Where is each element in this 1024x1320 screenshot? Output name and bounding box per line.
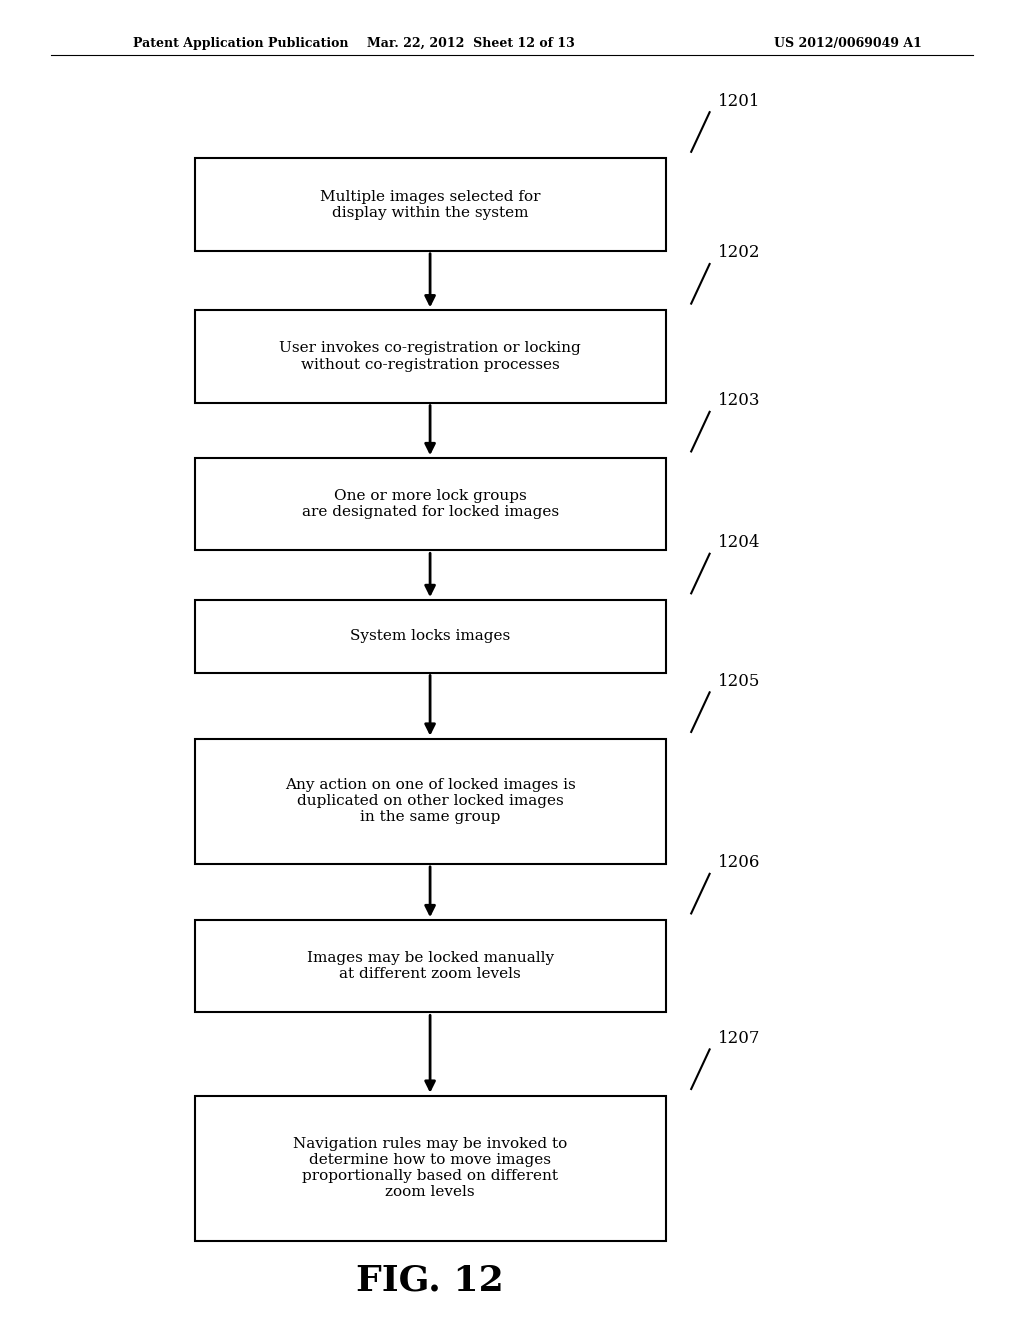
- FancyBboxPatch shape: [195, 739, 666, 863]
- Text: 1202: 1202: [718, 244, 761, 261]
- Text: 1206: 1206: [718, 854, 760, 871]
- FancyBboxPatch shape: [195, 920, 666, 1012]
- FancyBboxPatch shape: [195, 1096, 666, 1241]
- FancyBboxPatch shape: [195, 158, 666, 251]
- Text: 1207: 1207: [718, 1030, 761, 1047]
- Text: US 2012/0069049 A1: US 2012/0069049 A1: [774, 37, 922, 50]
- Text: One or more lock groups
are designated for locked images: One or more lock groups are designated f…: [301, 490, 559, 519]
- Text: 1201: 1201: [718, 92, 761, 110]
- Text: 1203: 1203: [718, 392, 761, 409]
- Text: Any action on one of locked images is
duplicated on other locked images
in the s: Any action on one of locked images is du…: [285, 777, 575, 825]
- Text: Images may be locked manually
at different zoom levels: Images may be locked manually at differe…: [306, 952, 554, 981]
- Text: Multiple images selected for
display within the system: Multiple images selected for display wit…: [319, 190, 541, 219]
- Text: 1205: 1205: [718, 673, 760, 689]
- Text: 1204: 1204: [718, 535, 761, 552]
- Text: FIG. 12: FIG. 12: [356, 1263, 504, 1298]
- FancyBboxPatch shape: [195, 599, 666, 672]
- Text: User invokes co-registration or locking
without co-registration processes: User invokes co-registration or locking …: [280, 342, 581, 371]
- Text: Mar. 22, 2012  Sheet 12 of 13: Mar. 22, 2012 Sheet 12 of 13: [368, 37, 574, 50]
- Text: Patent Application Publication: Patent Application Publication: [133, 37, 348, 50]
- Text: Navigation rules may be invoked to
determine how to move images
proportionally b: Navigation rules may be invoked to deter…: [293, 1137, 567, 1200]
- Text: System locks images: System locks images: [350, 630, 510, 643]
- FancyBboxPatch shape: [195, 458, 666, 550]
- FancyBboxPatch shape: [195, 310, 666, 403]
